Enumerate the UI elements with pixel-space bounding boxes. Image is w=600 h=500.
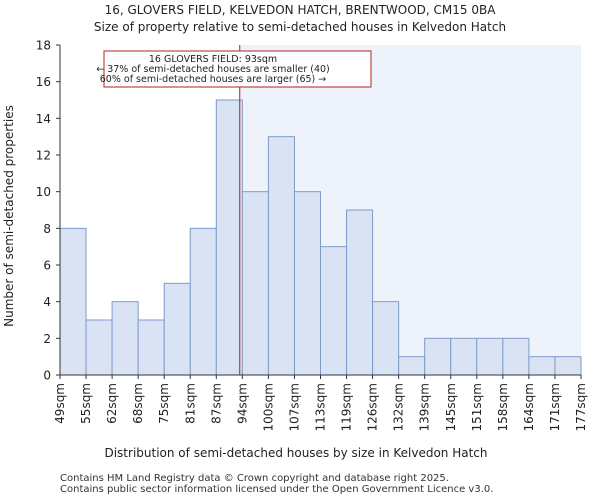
x-tick-label: 139sqm (418, 383, 432, 431)
bar-158sqm (502, 337, 530, 376)
x-tick-label: 119sqm (340, 383, 354, 431)
bar-132sqm (398, 356, 426, 376)
x-tick-label: 113sqm (314, 383, 328, 431)
chart-subtitle: Size of property relative to semi-detach… (94, 20, 506, 34)
bar-68sqm (137, 319, 165, 376)
x-tick-label: 145sqm (444, 383, 458, 431)
y-tick-label: 0 (43, 369, 51, 383)
y-tick-label: 14 (36, 112, 51, 126)
x-tick-label: 126sqm (366, 383, 380, 431)
footer-line-1: Contains HM Land Registry data © Crown c… (60, 473, 449, 484)
x-tick-label: 94sqm (235, 383, 249, 424)
x-tick-label: 100sqm (261, 383, 275, 431)
x-axis-label: Distribution of semi-detached houses by … (104, 446, 487, 460)
y-tick-label: 16 (36, 75, 51, 89)
bar-119sqm (346, 209, 374, 376)
y-tick-label: 10 (36, 185, 51, 199)
bar-164sqm (528, 356, 556, 376)
x-tick-label: 55sqm (79, 383, 93, 424)
y-tick-label: 2 (43, 332, 51, 346)
x-tick-label: 158sqm (496, 383, 510, 431)
x-tick-label: 75sqm (157, 383, 171, 424)
x-tick-label: 171sqm (548, 383, 562, 431)
y-tick-label: 4 (43, 295, 51, 309)
x-tick-label: 62sqm (105, 383, 119, 424)
bar-113sqm (320, 246, 348, 376)
bar-145sqm (450, 337, 478, 376)
x-tick-label: 68sqm (131, 383, 145, 424)
x-tick-label: 151sqm (470, 383, 484, 431)
x-tick-label: 164sqm (522, 383, 536, 431)
bar-126sqm (372, 301, 400, 376)
chart-title: 16, GLOVERS FIELD, KELVEDON HATCH, BRENT… (105, 3, 497, 17)
bar-171sqm (554, 356, 582, 376)
bar-139sqm (424, 337, 452, 376)
footer-line-2: Contains public sector information licen… (60, 484, 494, 495)
y-tick-label: 6 (43, 259, 51, 273)
annotation-box: 16 GLOVERS FIELD: 93sqm ← 37% of semi-de… (96, 50, 372, 88)
x-tick-label: 49sqm (53, 383, 67, 424)
y-axis-label: Number of semi-detached properties (2, 105, 16, 327)
annotation-smaller: ← 37% of semi-detached houses are smalle… (96, 64, 330, 75)
bar-107sqm (293, 191, 322, 376)
bar-151sqm (476, 337, 504, 376)
bar-81sqm (189, 227, 217, 376)
x-tick-label: 107sqm (287, 383, 301, 431)
x-tick-label: 87sqm (209, 383, 223, 424)
x-tick-label: 81sqm (183, 383, 197, 424)
bar-75sqm (163, 282, 191, 376)
x-tick-label: 177sqm (574, 383, 588, 431)
bar-62sqm (111, 301, 139, 376)
annotation-title: 16 GLOVERS FIELD: 93sqm (149, 54, 277, 65)
y-tick-label: 18 (36, 39, 51, 53)
y-tick-label: 12 (36, 149, 51, 163)
bar-49sqm (59, 227, 87, 376)
bar-100sqm (267, 136, 295, 376)
bar-87sqm (215, 99, 243, 376)
x-tick-label: 132sqm (392, 383, 406, 431)
bar-55sqm (85, 319, 113, 376)
annotation-larger: 60% of semi-detached houses are larger (… (100, 74, 327, 85)
y-tick-label: 8 (43, 222, 51, 236)
bar-94sqm (241, 191, 269, 376)
